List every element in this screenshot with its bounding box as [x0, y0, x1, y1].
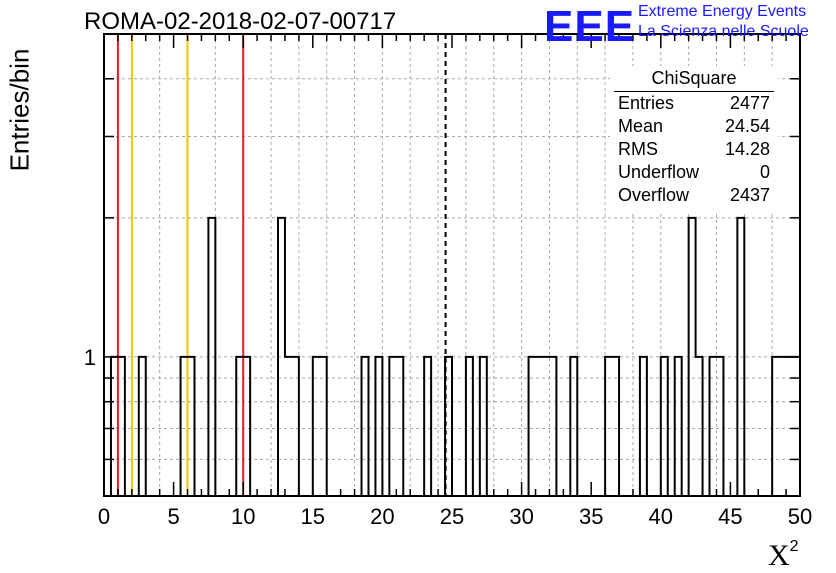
x-tick-labels: 0 5 10 15 20 25 30 35 40 45 50 — [98, 504, 812, 529]
eee-logo: EEE — [544, 2, 636, 51]
stats-value: 24.54 — [724, 116, 770, 136]
axis-ticks — [103, 34, 801, 496]
stats-box-divider — [614, 91, 774, 92]
x-axis-label-base: X — [768, 539, 790, 572]
stats-value: 2477 — [729, 93, 770, 113]
org-name-line1: Extreme Energy Events — [638, 3, 807, 20]
x-tick-label: 0 — [98, 504, 110, 529]
x-tick-label: 50 — [788, 504, 812, 529]
stats-label: RMS — [618, 139, 658, 159]
histogram-outline — [104, 216, 801, 497]
chart-title: ROMA-02-2018-02-07-00717 — [84, 8, 397, 35]
org-name-line2: La Scienza nelle Scuole — [638, 23, 809, 40]
reference-lines — [116, 34, 447, 496]
x-tick-label: 40 — [649, 504, 673, 529]
x-axis-label-superscript: 2 — [789, 538, 799, 555]
x-tick-label: 35 — [579, 504, 603, 529]
x-tick-label: 5 — [167, 504, 179, 529]
stats-value: 14.28 — [724, 139, 770, 159]
stats-label: Entries — [618, 93, 675, 113]
x-axis-label: X2 — [768, 538, 799, 573]
stats-box-title: ChiSquare — [651, 68, 737, 88]
x-tick-label: 20 — [370, 504, 394, 529]
y-axis-label: Entries/bin — [4, 48, 35, 172]
stats-label: Overflow — [618, 185, 690, 205]
stats-value: 0 — [759, 162, 770, 182]
y-tick-labels: 1 — [84, 345, 96, 370]
x-tick-label: 45 — [718, 504, 742, 529]
stats-value: 2437 — [729, 185, 770, 205]
x-tick-label: 15 — [301, 504, 325, 529]
stats-label: Mean — [618, 116, 664, 136]
x-tick-label: 30 — [509, 504, 533, 529]
y-tick-label: 1 — [84, 345, 96, 370]
stats-box: ChiSquare Entries 2477 Mean 24.54 RMS 14… — [610, 66, 778, 212]
x-tick-label: 25 — [440, 504, 464, 529]
stats-label: Underflow — [618, 162, 700, 182]
x-tick-label: 10 — [231, 504, 255, 529]
